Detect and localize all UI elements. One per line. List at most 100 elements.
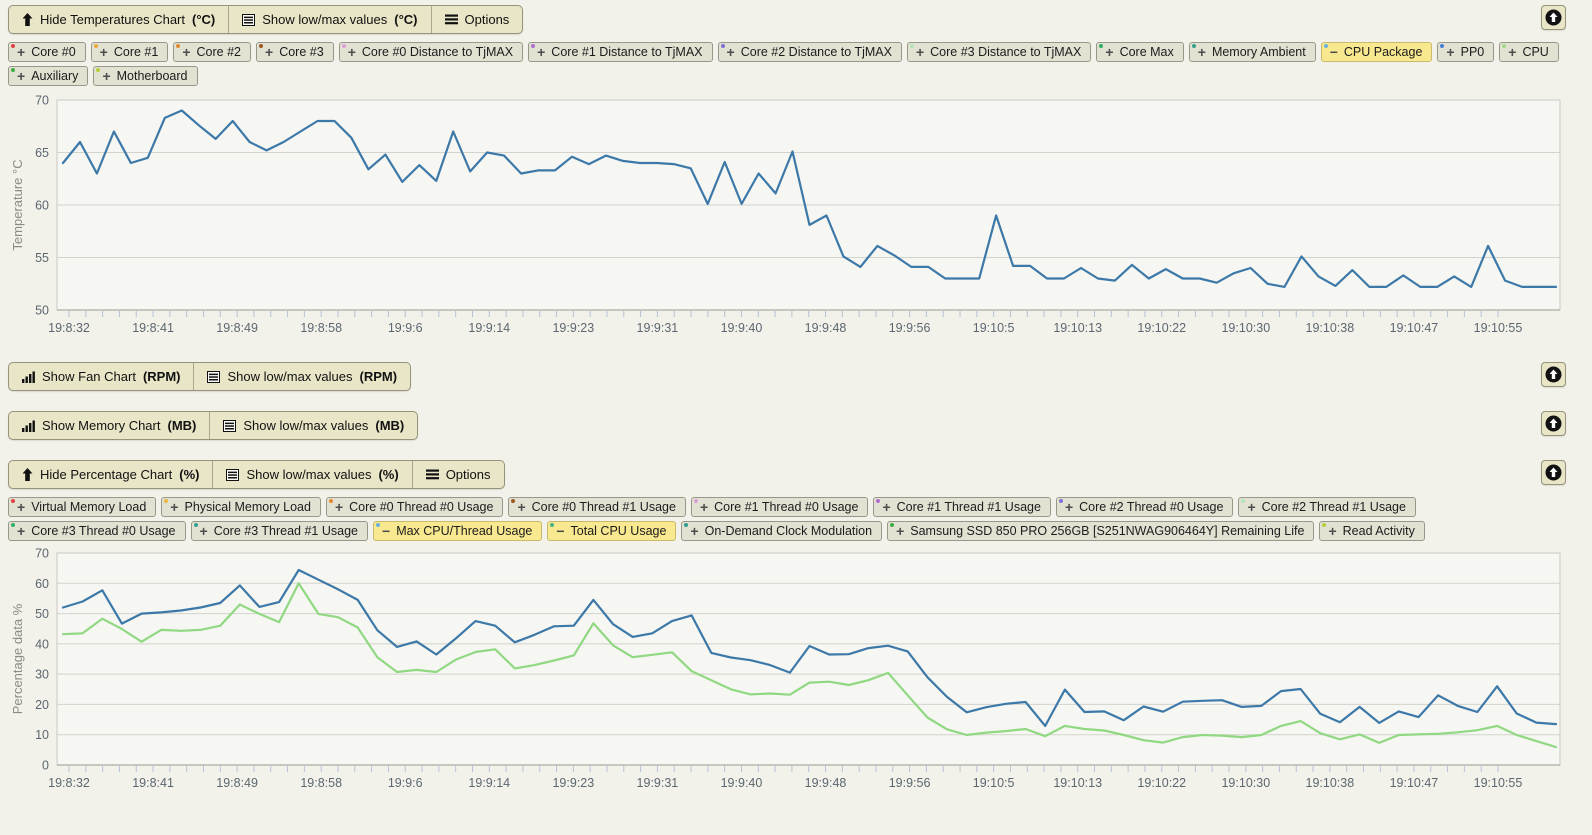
series-toggle-label: Core #1 [113,45,159,59]
x-tick-label: 19:10:5 [973,776,1015,790]
x-tick-label: 19:8:58 [300,321,342,335]
x-tick-label: 19:10:38 [1306,321,1355,335]
series-toggle-label: Core #2 Thread #0 Usage [1079,500,1224,514]
series-toggle-core-1-thread-1-usage[interactable]: + Core #1 Thread #1 Usage [873,497,1051,517]
series-toggle-core-3[interactable]: + Core #3 [256,42,334,62]
memory-header-row: Show Memory Chart (MB) Show low/max value… [8,411,1592,440]
series-toggle-label: Auxiliary [31,69,79,83]
series-toggle-label: Max CPU/Thread Usage [396,524,533,538]
series-toggle-label: On-Demand Clock Modulation [704,524,873,538]
scroll-top-button-memory[interactable] [1541,411,1566,436]
button-label: Show Memory Chart [42,418,161,433]
plus-icon: + [1508,44,1517,60]
hide-percentage-chart-button[interactable]: Hide Percentage Chart (%) [9,461,212,488]
x-tick-label: 19:9:14 [468,776,510,790]
series-color-dot [11,44,15,48]
series-toggle-core-2[interactable]: + Core #2 [173,42,252,62]
series-color-dot [909,44,914,48]
hide-temperatures-chart-button[interactable]: Hide Temperatures Chart (°C) [9,6,228,33]
series-toggle-core-3-thread-0-usage[interactable]: + Core #3 Thread #0 Usage [8,521,186,541]
show-low-max-values-button[interactable]: Show low/max values (%) [212,461,411,488]
show-memory-chart-button[interactable]: Show Memory Chart (MB) [9,412,209,439]
series-toggle-on-demand-clock-modulation[interactable]: + On-Demand Clock Modulation [681,521,883,541]
series-toggle-label: Core #1 Thread #0 Usage [714,500,859,514]
plus-icon: + [199,523,208,539]
series-toggle-samsung-ssd-850-pro-256gb-s251nwag906464y-remaining-life[interactable]: + Samsung SSD 850 PRO 256GB [S251NWAG9064… [887,521,1315,541]
series-toggle-total-cpu-usage[interactable]: − Total CPU Usage [547,521,677,541]
series-toggle-label: Core #2 [196,45,242,59]
series-toggle-core-2-thread-1-usage[interactable]: + Core #2 Thread #1 Usage [1238,497,1416,517]
plot-area [57,553,1560,765]
series-toggle-core-0-thread-1-usage[interactable]: + Core #0 Thread #1 Usage [508,497,686,517]
x-tick-label: 19:8:58 [300,776,342,790]
y-axis-title: Percentage data % [10,603,25,714]
button-unit-label: (%) [378,467,399,482]
series-toggle-auxiliary[interactable]: + Auxiliary [8,66,89,86]
series-toggle-core-max[interactable]: + Core Max [1096,42,1184,62]
series-toggle-max-cpu-thread-usage[interactable]: − Max CPU/Thread Usage [373,521,543,541]
series-toggle-core-0[interactable]: + Core #0 [8,42,86,62]
series-color-dot [193,523,198,527]
series-toggle-core-1-thread-0-usage[interactable]: + Core #1 Thread #0 Usage [690,497,869,517]
percentage-header-row: Hide Percentage Chart (%) Show low/max va… [8,460,1592,489]
options-button[interactable]: Options [411,461,504,488]
x-tick-label: 19:9:31 [637,321,679,335]
y-tick-label: 40 [35,637,49,651]
series-line-total-cpu-usage [61,582,1558,749]
plus-icon: + [334,499,344,515]
series-toggle-core-0-distance-to-tjmax[interactable]: + Core #0 Distance to TjMAX [338,42,524,62]
list-icon [207,370,221,383]
series-color-dot [876,499,881,503]
series-toggle-cpu-package[interactable]: − CPU Package [1320,42,1433,62]
series-toggle-label: PP0 [1460,45,1485,59]
series-toggle-label: Core #1 Distance to TjMAX [551,45,703,59]
x-tick-label: 19:9:56 [889,321,931,335]
plus-icon: + [17,68,26,84]
series-toggle-pp0[interactable]: + PP0 [1437,42,1495,62]
series-color-dot [93,44,98,48]
series-toggle-virtual-memory-load[interactable]: + Virtual Memory Load [8,497,157,517]
options-icon [444,14,458,25]
series-toggle-core-2-thread-0-usage[interactable]: + Core #2 Thread #0 Usage [1055,497,1234,517]
series-color-dot [890,523,895,527]
scroll-top-button-percentage[interactable] [1541,460,1566,485]
y-tick-label: 30 [35,668,49,682]
x-tick-label: 19:8:32 [48,776,90,790]
show-fan-chart-button[interactable]: Show Fan Chart (RPM) [9,363,193,390]
x-tick-label: 19:10:22 [1137,321,1186,335]
show-low-max-values-button[interactable]: Show low/max values (RPM) [193,363,410,390]
series-toggle-physical-memory-load[interactable]: + Physical Memory Load [161,497,321,517]
plus-icon: + [17,523,26,539]
series-toggle-label: Core #0 Thread #0 Usage [349,500,494,514]
series-color-dot [11,68,15,72]
series-toggle-memory-ambient[interactable]: + Memory Ambient [1188,42,1316,62]
button-label: Show low/max values [227,369,353,384]
series-toggle-core-1[interactable]: + Core #1 [90,42,169,62]
series-toggle-core-1-distance-to-tjmax[interactable]: + Core #1 Distance to TjMAX [528,42,713,62]
plus-icon: + [99,44,108,60]
series-color-dot [693,499,698,503]
x-tick-label: 19:10:47 [1390,776,1439,790]
show-low-max-values-button[interactable]: Show low/max values (MB) [209,412,417,439]
options-button[interactable]: Options [430,6,523,33]
show-low-max-values-button[interactable]: Show low/max values (°C) [228,6,430,33]
x-tick-label: 19:10:30 [1221,321,1270,335]
fan-toolbar: Show Fan Chart (RPM) Show low/max values … [8,362,412,391]
plus-icon: + [1105,44,1114,60]
series-toggle-cpu[interactable]: + CPU [1499,42,1559,62]
scroll-top-button-temperature[interactable] [1541,5,1566,30]
x-tick-label: 19:9:6 [388,321,423,335]
series-color-dot [1099,44,1104,48]
series-toggle-core-0-thread-0-usage[interactable]: + Core #0 Thread #0 Usage [325,497,504,517]
series-toggle-read-activity[interactable]: + Read Activity [1319,521,1425,541]
series-color-dot [1191,44,1196,48]
series-toggle-motherboard[interactable]: + Motherboard [93,66,198,86]
x-tick-label: 19:8:49 [216,321,258,335]
y-tick-label: 70 [35,94,49,108]
series-toggle-core-2-distance-to-tjmax[interactable]: + Core #2 Distance to TjMAX [717,42,902,62]
series-toggle-core-3-distance-to-tjmax[interactable]: + Core #3 Distance to TjMAX [906,42,1092,62]
scroll-top-button-fan[interactable] [1541,362,1566,387]
series-toggle-core-3-thread-1-usage[interactable]: + Core #3 Thread #1 Usage [190,521,368,541]
series-toggle-label: Core #0 Distance to TjMAX [361,45,514,59]
chart-icon [22,420,35,432]
